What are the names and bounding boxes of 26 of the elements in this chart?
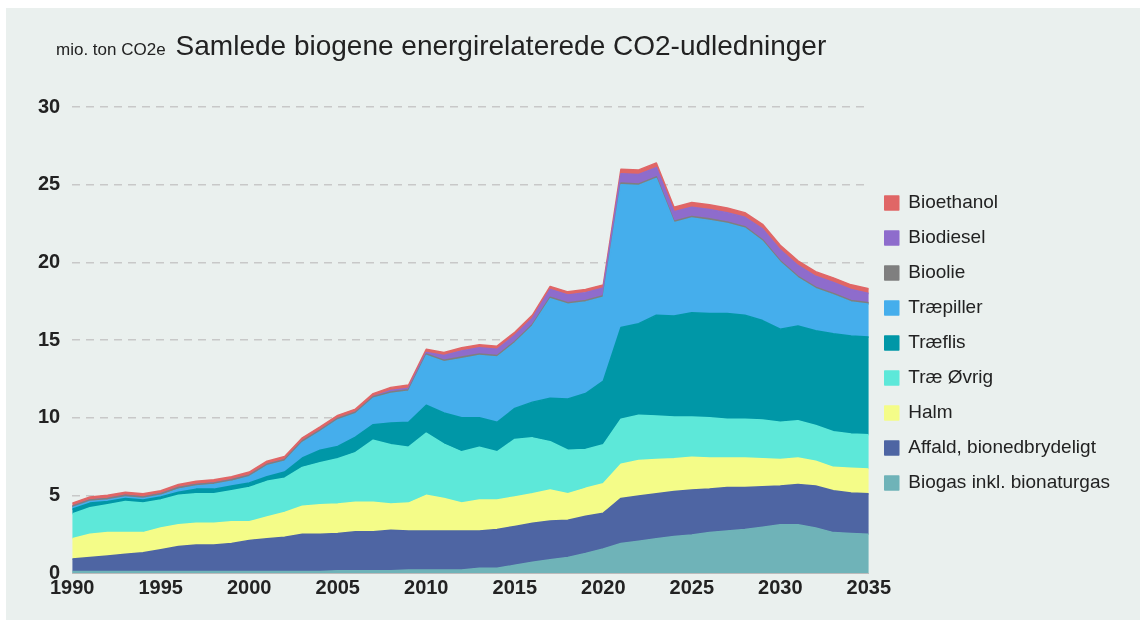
- y-tick-label: 10: [38, 405, 61, 428]
- legend-label: Biogas inkl. bionaturgas: [908, 471, 1111, 493]
- x-tick-label: 1995: [138, 575, 183, 598]
- legend-label: Biodiesel: [908, 226, 986, 248]
- legend-label: Træ Øvrig: [908, 366, 994, 388]
- x-tick-label: 2005: [315, 575, 360, 598]
- legend-label: Affald, bionedbrydeligt: [908, 436, 1097, 458]
- x-tick-label: 2010: [404, 575, 449, 598]
- legend-label: Bioethanol: [908, 191, 999, 213]
- x-tick-label: 2000: [227, 575, 272, 598]
- y-tick-label: 30: [38, 94, 61, 117]
- x-tick-label: 2035: [846, 575, 892, 598]
- x-tick-label: 2015: [492, 575, 538, 598]
- x-tick-label: 2030: [758, 575, 803, 598]
- y-tick-label: 5: [49, 482, 61, 505]
- y-axis-title: mio. ton CO2e: [56, 40, 166, 59]
- chart-title: Samlede biogene energirelaterede CO2-udledninger: [175, 30, 827, 61]
- legend-label: Halm: [908, 401, 953, 423]
- y-tick-label: 15: [38, 327, 61, 350]
- y-tick-label: 20: [38, 249, 61, 272]
- legend-label: Træflis: [908, 331, 966, 353]
- x-tick-label: 2020: [581, 575, 626, 598]
- legend-label: Træpiller: [908, 296, 984, 318]
- x-tick-label: 2025: [669, 575, 715, 598]
- legend-label: Bioolie: [908, 261, 966, 283]
- y-tick-label: 25: [38, 172, 61, 195]
